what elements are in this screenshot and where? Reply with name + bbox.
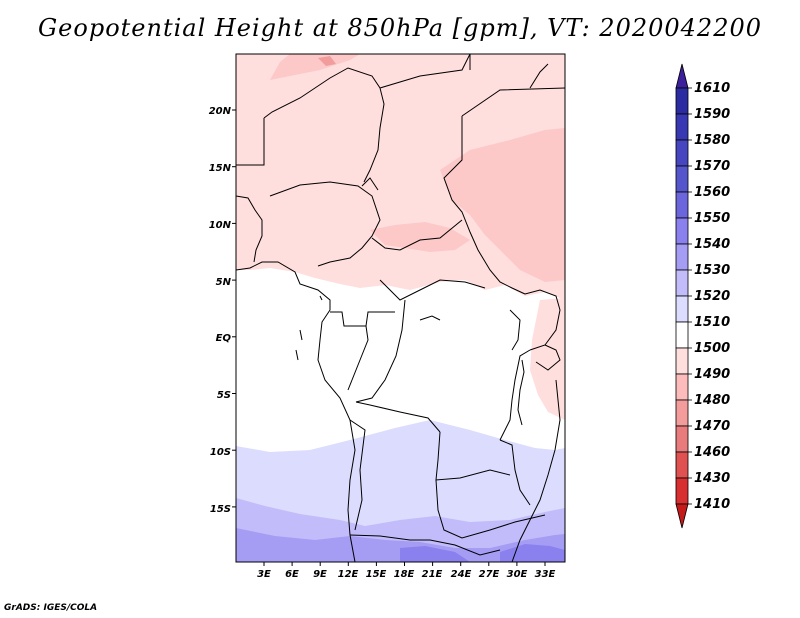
- lon-label-21e: 21E: [422, 569, 443, 580]
- colorbar-swatch: [675, 373, 689, 401]
- lon-label-24e: 24E: [451, 569, 472, 580]
- colorbar-swatch: [675, 295, 689, 323]
- lon-label-27e: 27E: [479, 569, 500, 580]
- colorbar: [675, 63, 692, 529]
- lon-label-12e: 12E: [338, 569, 359, 580]
- map-title: Geopotential Height at 850hPa [gpm], VT:…: [38, 14, 762, 42]
- colorbar-label-1430: 1430: [694, 471, 730, 486]
- lon-label-9e: 9E: [313, 569, 327, 580]
- lat-label-5n: 5N: [216, 277, 232, 288]
- field-1480-spot: [318, 56, 336, 66]
- lat-label-20n: 20N: [209, 106, 232, 117]
- field-1500-north: [236, 54, 565, 300]
- colorbar-label-1500: 1500: [694, 341, 730, 356]
- colorbar-swatch: [675, 217, 689, 245]
- country-boundaries: [236, 54, 565, 562]
- colorbar-swatch: [675, 347, 689, 375]
- colorbar-label-1490: 1490: [694, 367, 730, 382]
- field-1540: [236, 528, 565, 562]
- lat-label-5s: 5S: [217, 390, 231, 401]
- colorbar-label-1510: 1510: [694, 315, 730, 330]
- lat-label-15n: 15N: [209, 163, 232, 174]
- colorbar-label-1560: 1560: [694, 185, 730, 200]
- colorbar-swatch: [675, 191, 689, 219]
- lon-label-33e: 33E: [535, 569, 556, 580]
- colorbar-swatch: [675, 425, 689, 453]
- lat-label-15s: 15S: [210, 504, 231, 515]
- colorbar-swatch: [675, 451, 689, 479]
- lon-label-6e: 6E: [285, 569, 299, 580]
- lon-label-15e: 15E: [366, 569, 387, 580]
- colorbar-label-1540: 1540: [694, 237, 730, 252]
- colorbar-label-1610: 1610: [694, 81, 730, 96]
- colorbar-label-1480: 1480: [694, 393, 730, 408]
- colorbar-swatch: [675, 139, 689, 167]
- grads-credit: GrADS: IGES/COLA: [4, 603, 98, 613]
- colorbar-label-1530: 1530: [694, 263, 730, 278]
- colorbar-swatch: [675, 243, 689, 271]
- colorbar-label-1590: 1590: [694, 107, 730, 122]
- lat-label-eq: EQ: [216, 333, 232, 344]
- field-1550: [400, 546, 470, 562]
- colorbar-swatch: [675, 165, 689, 193]
- colorbar-label-1470: 1470: [694, 419, 730, 434]
- colorbar-swatch: [675, 477, 689, 505]
- field-1490-sahara: [270, 54, 360, 80]
- lat-label-10n: 10N: [209, 220, 232, 231]
- height-field: [236, 54, 565, 562]
- colorbar-label-1570: 1570: [694, 159, 730, 174]
- lat-label-10s: 10S: [210, 447, 231, 458]
- colorbar-swatch: [675, 113, 689, 141]
- colorbar-label-1580: 1580: [694, 133, 730, 148]
- colorbar-label-1460: 1460: [694, 445, 730, 460]
- colorbar-swatch: [675, 399, 689, 427]
- colorbar-labels: 1610 1590 1580 1570 1560 1550 1540 1530 …: [694, 81, 730, 512]
- colorbar-label-1550: 1550: [694, 211, 730, 226]
- field-1490-car: [370, 222, 470, 252]
- field-1550b: [500, 544, 565, 562]
- colorbar-label-1410: 1410: [694, 497, 730, 512]
- colorbar-top-arrow: [675, 63, 689, 89]
- field-1490-chad: [440, 128, 565, 282]
- lon-label-30e: 30E: [507, 569, 528, 580]
- longitude-labels: 3E 6E 9E 12E 15E 18E 21E 24E 27E 30E 33E: [257, 569, 555, 580]
- colorbar-swatch: [675, 269, 689, 297]
- longitude-ticks: [263, 562, 546, 566]
- latitude-labels: 20N 15N 10N 5N EQ 5S 10S 15S: [209, 106, 232, 515]
- colorbar-swatch: [675, 87, 689, 115]
- lon-label-3e: 3E: [257, 569, 271, 580]
- colorbar-swatch: [675, 321, 689, 349]
- map-frame: [235, 53, 566, 563]
- colorbar-bottom-arrow: [675, 503, 689, 529]
- lon-label-18e: 18E: [394, 569, 415, 580]
- latitude-ticks: [232, 109, 236, 508]
- colorbar-label-1520: 1520: [694, 289, 730, 304]
